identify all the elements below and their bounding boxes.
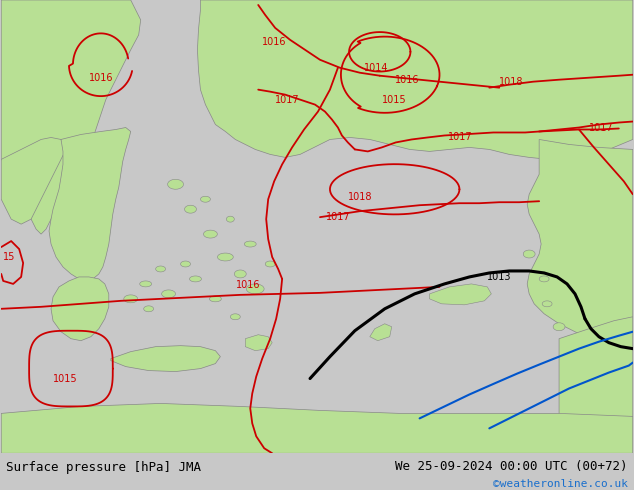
Polygon shape xyxy=(124,295,138,303)
Polygon shape xyxy=(184,205,197,213)
Polygon shape xyxy=(553,323,565,331)
Polygon shape xyxy=(190,276,202,282)
Text: We 25-09-2024 00:00 UTC (00+72): We 25-09-2024 00:00 UTC (00+72) xyxy=(395,460,628,473)
Polygon shape xyxy=(235,270,246,278)
Polygon shape xyxy=(197,0,633,159)
Text: 1017: 1017 xyxy=(448,132,472,143)
Polygon shape xyxy=(209,296,221,302)
Text: 1017: 1017 xyxy=(589,122,614,132)
Text: 1015: 1015 xyxy=(382,95,406,105)
Polygon shape xyxy=(156,266,165,272)
Text: Surface pressure [hPa] JMA: Surface pressure [hPa] JMA xyxy=(6,462,202,474)
Text: 1016: 1016 xyxy=(236,280,261,290)
Polygon shape xyxy=(244,241,256,247)
Polygon shape xyxy=(162,290,176,298)
Polygon shape xyxy=(200,196,210,202)
Text: 15: 15 xyxy=(3,252,16,262)
Text: 1018: 1018 xyxy=(348,192,372,202)
Polygon shape xyxy=(51,277,109,341)
Polygon shape xyxy=(539,276,549,282)
Polygon shape xyxy=(1,138,66,224)
Polygon shape xyxy=(245,335,272,351)
Polygon shape xyxy=(1,403,633,453)
Polygon shape xyxy=(144,306,153,312)
Polygon shape xyxy=(217,253,233,261)
Polygon shape xyxy=(204,230,217,238)
Polygon shape xyxy=(181,261,190,267)
Polygon shape xyxy=(247,284,264,294)
Text: 1016: 1016 xyxy=(262,37,287,47)
Polygon shape xyxy=(1,0,141,234)
Text: 1016: 1016 xyxy=(395,74,419,85)
Polygon shape xyxy=(523,250,535,258)
Text: 1014: 1014 xyxy=(364,63,388,73)
Polygon shape xyxy=(559,317,633,453)
Text: 1018: 1018 xyxy=(500,76,524,87)
Text: 1017: 1017 xyxy=(326,212,351,222)
Polygon shape xyxy=(527,140,633,349)
Polygon shape xyxy=(226,216,235,222)
Text: 1017: 1017 xyxy=(275,95,300,105)
Text: 1013: 1013 xyxy=(488,272,512,282)
Polygon shape xyxy=(49,127,131,281)
Polygon shape xyxy=(167,179,183,189)
Text: 1016: 1016 xyxy=(89,73,113,83)
Polygon shape xyxy=(230,314,240,320)
Polygon shape xyxy=(265,261,275,267)
Polygon shape xyxy=(430,284,491,305)
Text: 1015: 1015 xyxy=(53,373,77,384)
Polygon shape xyxy=(111,345,221,371)
Text: ©weatheronline.co.uk: ©weatheronline.co.uk xyxy=(493,480,628,490)
Polygon shape xyxy=(370,324,392,341)
Polygon shape xyxy=(139,281,152,287)
Polygon shape xyxy=(542,301,552,307)
